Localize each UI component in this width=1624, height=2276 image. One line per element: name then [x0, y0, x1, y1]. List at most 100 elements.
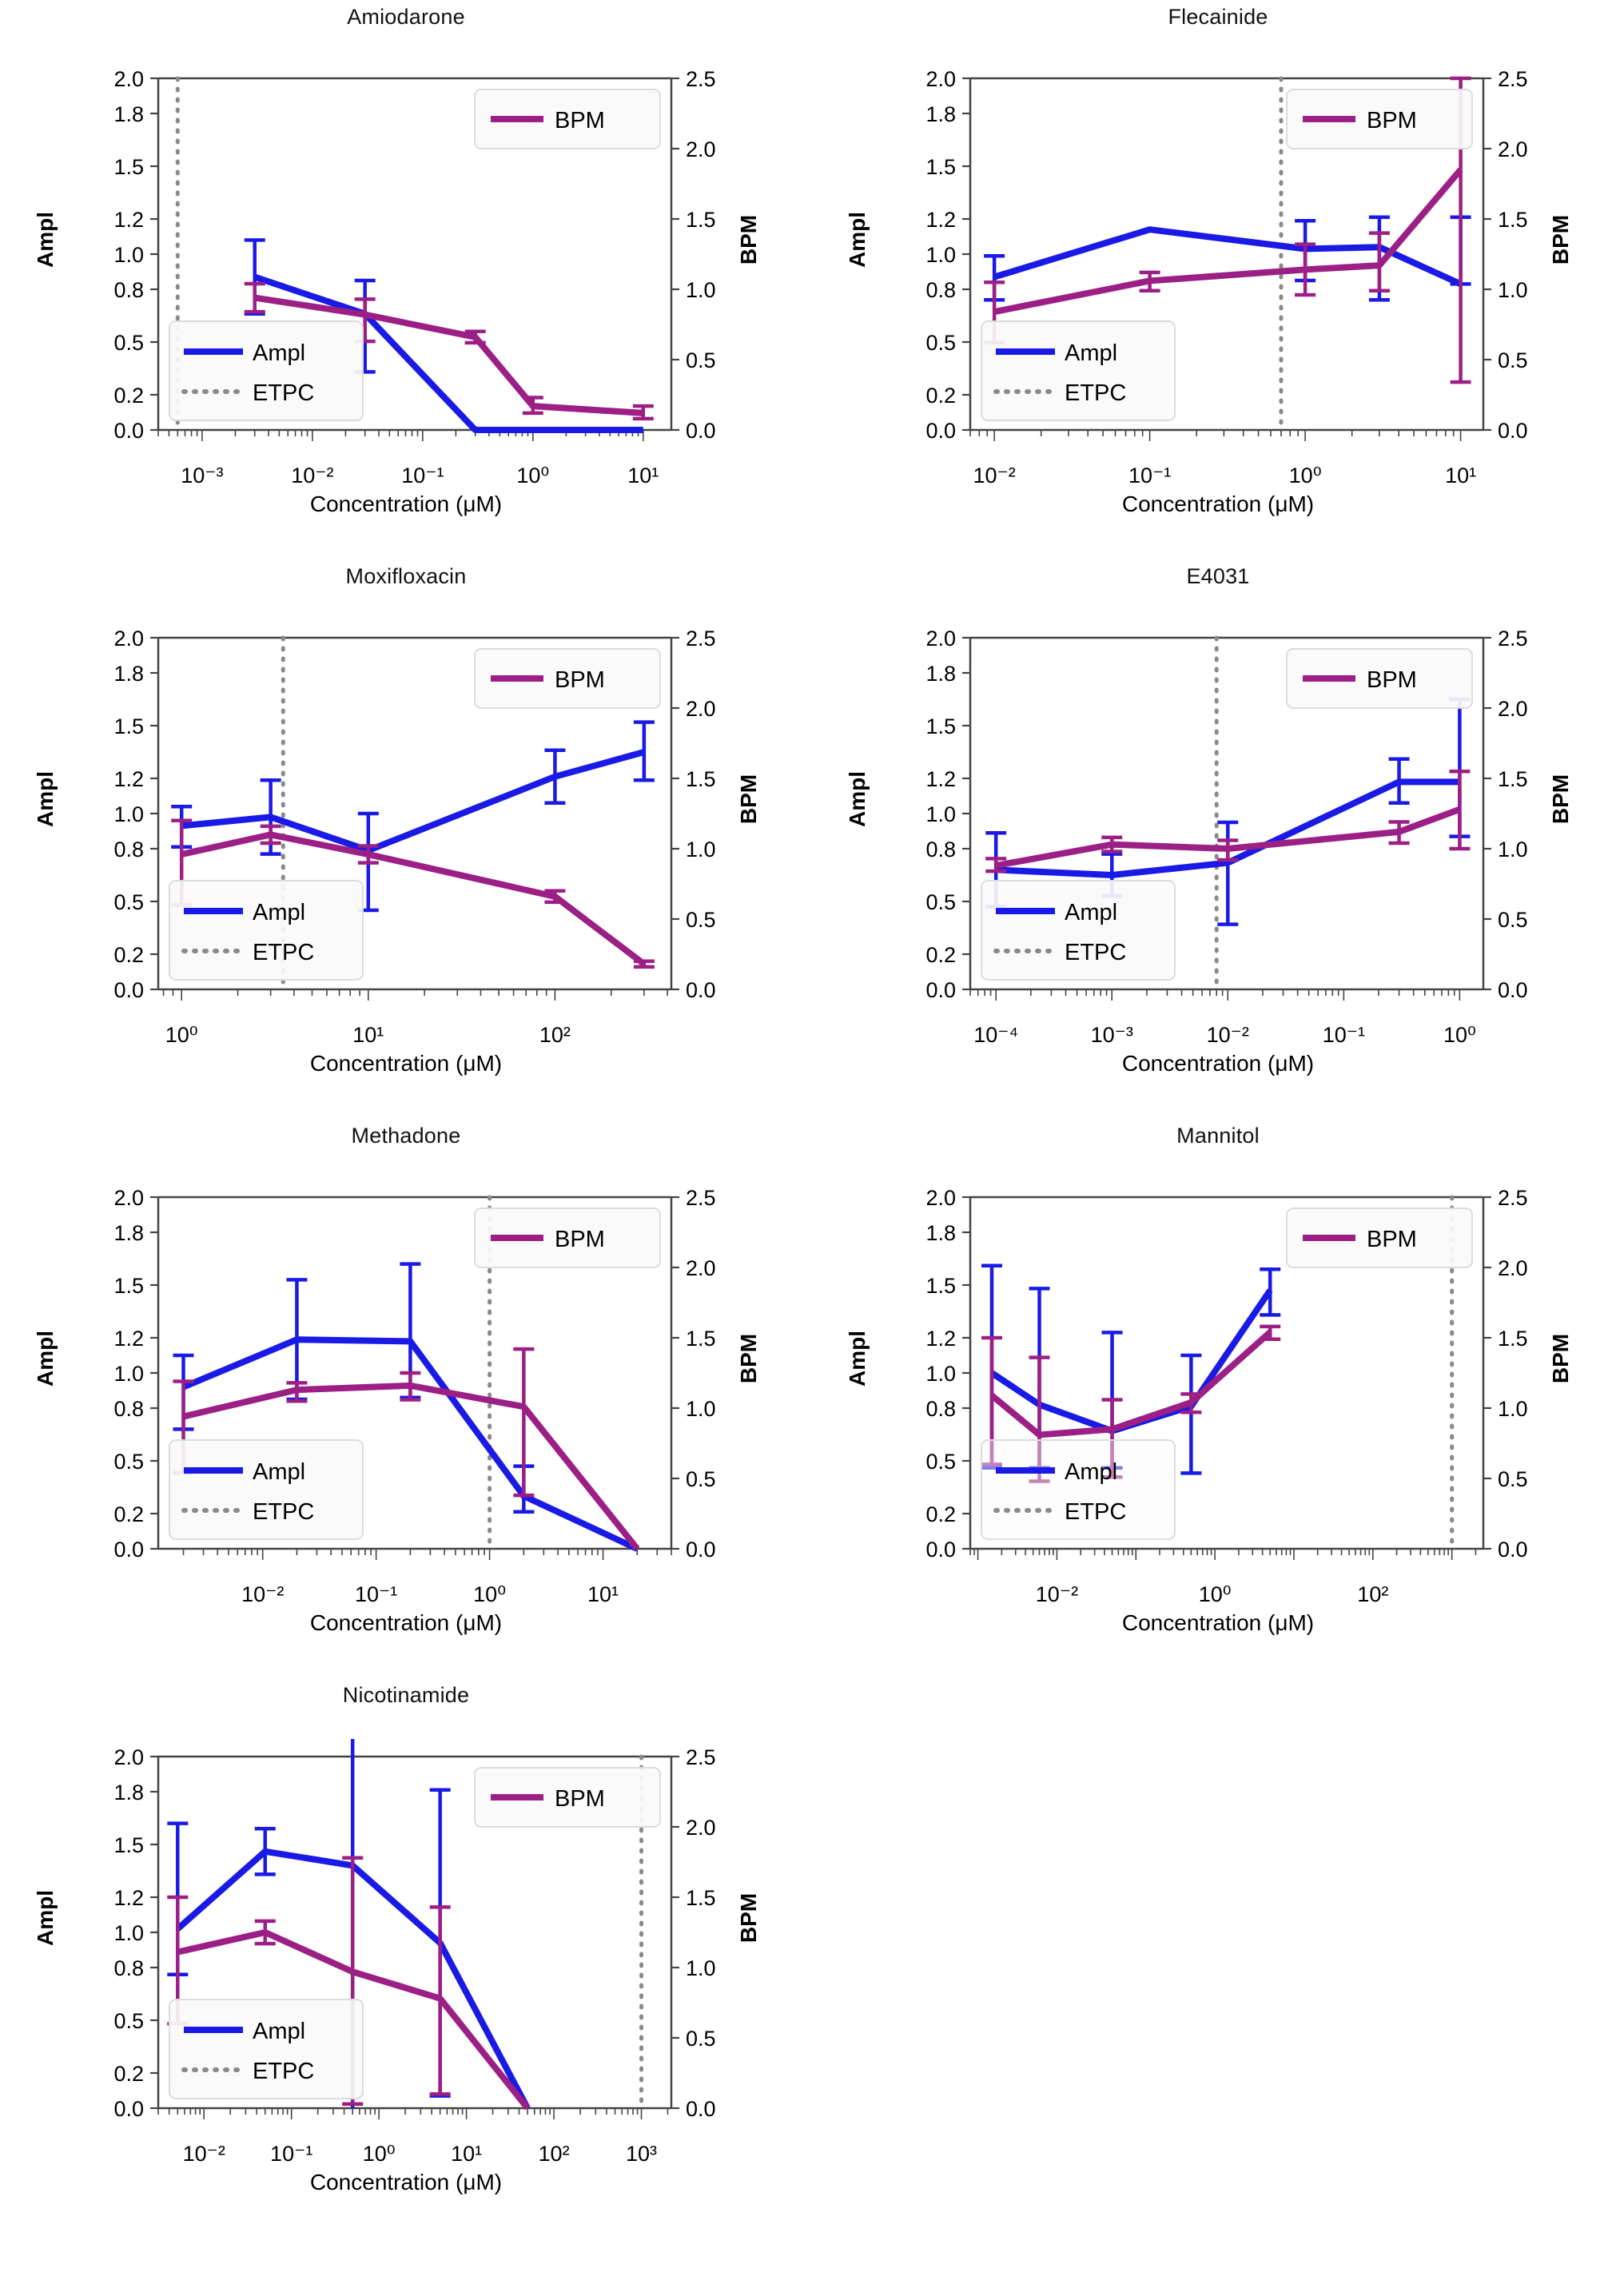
ytick-label-left: 0.0 — [113, 2097, 144, 2121]
ytick-label-right: 2.0 — [1498, 137, 1528, 161]
ytick-label-right: 1.0 — [686, 1397, 716, 1421]
ytick-label-left: 1.0 — [925, 802, 956, 826]
xtick-label: 10² — [539, 2142, 570, 2166]
plot-area-methadone: 0.0 0.2 0.5 0.8 1.0 1.2 1.5 1.8 2.0 0.0 0.5 1.0 1.5 2… — [113, 1186, 716, 1606]
legend-ampl-etpc-box — [169, 880, 364, 981]
legend-bpm-label: BPM — [555, 108, 605, 133]
series-line-ampl — [989, 1288, 1273, 1434]
ytick-label-left: 0.0 — [925, 978, 956, 1002]
ytick-label-left: 1.2 — [113, 1886, 144, 1910]
ytick-label-right: 2.5 — [686, 1745, 716, 1769]
legend-bpm-box — [474, 648, 661, 709]
ytick-label-left: 0.2 — [113, 1502, 144, 1526]
ytick-label-right: 0.0 — [686, 978, 716, 1002]
xtick-label: 10⁰ — [1443, 1023, 1476, 1047]
plot-area-nicotinamide: 0.0 0.2 0.5 0.8 1.0 1.2 1.5 1.8 2.0 0.0 0.5 1.0 1.5 2… — [113, 1739, 716, 2166]
ytick-label-right: 0.5 — [1498, 1467, 1528, 1491]
ytick-label-left: 1.0 — [113, 1362, 144, 1386]
ytick-label-left: 1.0 — [113, 243, 144, 267]
xtick-label: 10² — [1357, 1582, 1388, 1606]
legend-ampl-etpc-box — [169, 320, 364, 421]
ytick-label-right: 2.0 — [1498, 1256, 1528, 1280]
xtick-label: 10⁻² — [1207, 1023, 1249, 1047]
series-line-bpm — [993, 167, 1463, 316]
panel-mannitol: Mannitol Ampl BPM Concentration (μM) 0.0 0.2 0… — [812, 1119, 1624, 1678]
ytick-label-left: 2.0 — [113, 1745, 144, 1769]
ytick-label-left: 0.5 — [113, 1450, 144, 1474]
panel-title: Mannitol — [1176, 1124, 1260, 1148]
x-axis-label: Concentration (μM) — [309, 1610, 503, 1635]
panel-nicotinamide: Nicotinamide Ampl BPM Concentration (μM) 0.0… — [0, 1678, 812, 2238]
plot-wrapper: 0.0 0.2 0.5 0.8 1.0 1.2 1.5 1.8 2.0 0.0 0.5 1.0 1.5 2… — [0, 1710, 812, 2238]
ytick-label-right: 1.0 — [1498, 1397, 1528, 1421]
panel-title: Methadone — [351, 1124, 461, 1148]
legend-ampl-label: Ampl — [253, 1459, 305, 1485]
ytick-label-left: 0.5 — [113, 2009, 144, 2033]
ytick-label-left: 1.5 — [925, 1274, 956, 1298]
panel-methadone: Methadone Ampl BPM Concentration (μM) 0.0 0.2… — [0, 1119, 812, 1678]
xtick-label: 10⁰ — [1199, 1582, 1232, 1606]
x-axis-label: Concentration (μM) — [309, 2170, 503, 2194]
plot-area-e4031: 0.0 0.2 0.5 0.8 1.0 1.2 1.5 1.8 2.0 0.0 0.5 1.0 1.5 2… — [925, 627, 1528, 1047]
legend-ampl-etpc-box — [981, 320, 1176, 421]
xtick-label: 10⁻³ — [181, 464, 223, 487]
ytick-label-left: 0.5 — [925, 331, 956, 355]
ytick-label-right: 0.0 — [686, 419, 716, 443]
ytick-label-left: 1.8 — [113, 102, 144, 126]
series-line-bpm — [177, 1929, 531, 2111]
panel-flecainide: Flecainide Ampl BPM Concentration (μM) 0.0 0.… — [812, 0, 1624, 559]
ytick-label-left: 0.8 — [113, 1956, 144, 1980]
ytick-label-left: 1.5 — [113, 1274, 144, 1298]
ytick-label-right: 1.5 — [686, 767, 716, 791]
ytick-label-left: 1.5 — [113, 155, 144, 179]
ytick-label-left: 1.2 — [925, 208, 956, 232]
ytick-label-right: 2.5 — [686, 627, 716, 651]
plot-wrapper: 0.0 0.2 0.5 0.8 1.0 1.2 1.5 1.8 2.0 0.0 0.5 1.0 1.5 2… — [812, 1151, 1624, 1678]
ytick-label-left: 1.8 — [113, 1221, 144, 1245]
x-axis-label: Concentration (μM) — [309, 491, 503, 516]
ytick-label-left: 0.2 — [113, 943, 144, 967]
ytick-label-left: 0.8 — [113, 1397, 144, 1421]
xtick-label: 10³ — [626, 2142, 657, 2166]
series-line-bpm — [181, 831, 647, 967]
ytick-label-left: 1.0 — [925, 243, 956, 267]
panel-title: E4031 — [1186, 564, 1250, 588]
xtick-label: 10⁻² — [973, 464, 1015, 487]
x-axis-label: Concentration (μM) — [1121, 1610, 1315, 1635]
xtick-label: 10⁰ — [473, 1582, 506, 1606]
legend-bpm-box — [474, 89, 661, 149]
ytick-label-left: 1.2 — [113, 767, 144, 791]
legend-etpc-label: ETPC — [253, 380, 314, 406]
ytick-label-left: 0.2 — [925, 1502, 956, 1526]
legend-ampl-label: Ampl — [1065, 340, 1117, 366]
legend-etpc-label: ETPC — [1065, 1499, 1126, 1525]
xtick-label: 10¹ — [627, 464, 659, 487]
xtick-label: 10⁰ — [1289, 464, 1322, 487]
legend-bpm-label: BPM — [555, 1227, 605, 1252]
ytick-label-left: 0.5 — [925, 1450, 956, 1474]
series-line-bpm — [995, 806, 1461, 869]
ytick-label-right: 1.0 — [1498, 838, 1528, 861]
legend-etpc-label: ETPC — [253, 1499, 314, 1525]
panel-moxifloxacin: Moxifloxacin Ampl BPM Concentration (μM) 0.0… — [0, 559, 812, 1119]
ytick-label-right: 1.0 — [686, 1956, 716, 1980]
ytick-label-right: 2.0 — [686, 697, 716, 721]
ytick-label-left: 1.8 — [113, 1781, 144, 1804]
ytick-label-left: 0.0 — [925, 419, 956, 443]
legend-bpm-label: BPM — [1367, 108, 1417, 133]
ytick-label-left: 1.5 — [925, 155, 956, 179]
legend-bpm-label: BPM — [1367, 667, 1417, 693]
ytick-label-right: 2.5 — [686, 67, 716, 91]
legend-etpc-label: ETPC — [253, 940, 314, 965]
xtick-label: 10⁻² — [241, 1582, 284, 1606]
xtick-label: 10² — [539, 1023, 571, 1047]
series-line-bpm — [254, 294, 644, 416]
x-axis-label: Concentration (μM) — [1121, 491, 1315, 516]
legend-ampl-etpc-box — [169, 1439, 364, 1540]
ytick-label-left: 0.8 — [925, 1397, 956, 1421]
ytick-label-right: 2.0 — [686, 137, 716, 161]
ytick-label-left: 1.5 — [925, 714, 956, 738]
ytick-label-right: 2.0 — [686, 1816, 716, 1840]
legend-bpm-label: BPM — [555, 1786, 605, 1812]
ytick-label-left: 1.8 — [113, 662, 144, 686]
